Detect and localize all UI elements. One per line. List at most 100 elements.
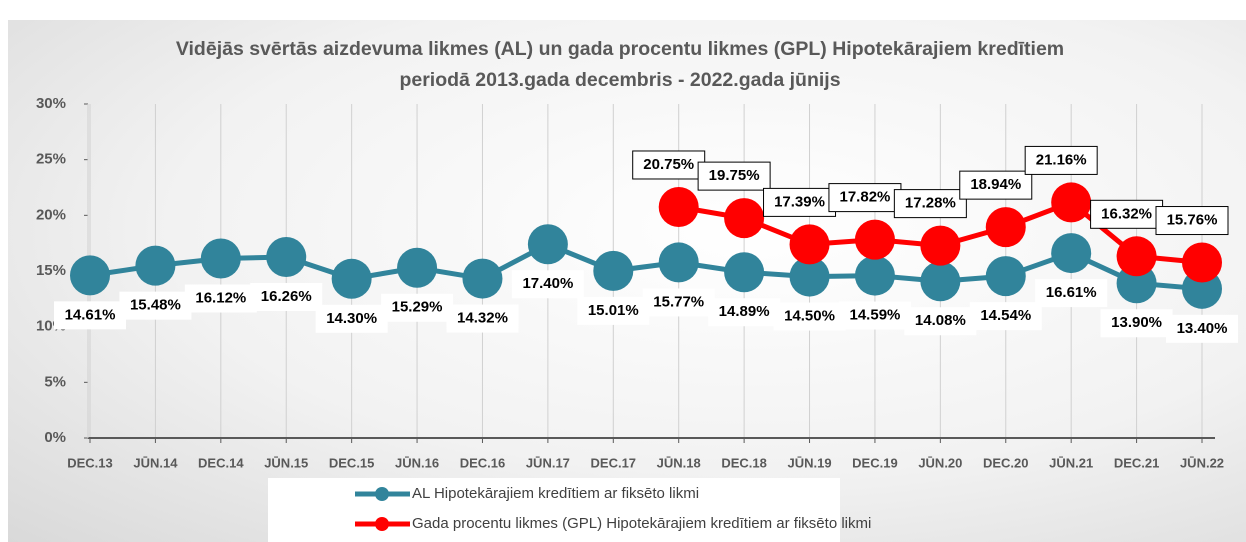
x-tick-label: DEC.13 bbox=[67, 455, 113, 470]
point bbox=[789, 224, 830, 265]
data-label: 16.32% bbox=[1101, 205, 1152, 222]
data-label-box bbox=[446, 304, 519, 333]
point bbox=[1182, 242, 1222, 283]
data-label: 16.26% bbox=[261, 288, 312, 305]
data-label: 14.61% bbox=[65, 306, 116, 323]
data-label: 16.61% bbox=[1046, 284, 1097, 301]
data-label: 15.76% bbox=[1167, 212, 1218, 229]
x-tick-label: JŪN.22 bbox=[1180, 455, 1224, 470]
point bbox=[985, 207, 1026, 248]
point bbox=[724, 198, 765, 239]
x-tick-label: DEC.21 bbox=[1114, 455, 1160, 470]
data-label-box bbox=[1155, 206, 1229, 236]
point bbox=[70, 255, 110, 296]
data-label-box bbox=[184, 284, 257, 313]
data-label-box bbox=[1166, 314, 1238, 343]
point bbox=[135, 245, 176, 286]
point bbox=[854, 219, 895, 260]
data-label-box bbox=[904, 307, 977, 336]
data-label-box bbox=[773, 302, 846, 331]
legend-marker bbox=[375, 487, 389, 501]
legend-box bbox=[268, 478, 840, 542]
data-label: 15.29% bbox=[392, 299, 443, 316]
x-tick-label: DEC.15 bbox=[329, 455, 375, 470]
x-tick-label: DEC.18 bbox=[721, 455, 767, 470]
x-tick-label: JŪN.14 bbox=[133, 455, 178, 470]
point bbox=[658, 186, 699, 227]
point bbox=[331, 258, 372, 299]
x-tick-label: JŪN.17 bbox=[526, 455, 570, 470]
data-label: 14.54% bbox=[980, 307, 1031, 324]
data-label: 21.16% bbox=[1036, 151, 1087, 168]
x-tick-label: JŪN.20 bbox=[918, 455, 962, 470]
x-tick-label: JŪN.18 bbox=[657, 455, 701, 470]
data-label: 14.89% bbox=[719, 303, 770, 320]
point bbox=[1051, 182, 1092, 223]
y-tick-label: 0% bbox=[44, 429, 66, 446]
data-label-box bbox=[381, 293, 454, 322]
data-label: 14.32% bbox=[457, 310, 508, 327]
data-label-box bbox=[697, 161, 771, 191]
data-label-box bbox=[1100, 309, 1173, 338]
data-label: 14.08% bbox=[915, 312, 966, 329]
data-label-box bbox=[119, 291, 192, 320]
point bbox=[266, 236, 307, 277]
point bbox=[789, 256, 830, 297]
data-label-box bbox=[763, 187, 837, 217]
data-label-box bbox=[969, 302, 1042, 331]
data-label: 14.50% bbox=[784, 308, 835, 325]
data-label-box bbox=[54, 301, 126, 330]
data-label-box bbox=[632, 150, 706, 180]
point bbox=[658, 242, 699, 283]
point bbox=[593, 250, 634, 291]
data-label-box bbox=[315, 304, 388, 333]
data-label-box bbox=[893, 189, 967, 219]
x-tick-label: DEC.20 bbox=[983, 455, 1029, 470]
x-tick-label: JŪN.16 bbox=[395, 455, 439, 470]
x-tick-label: DEC.19 bbox=[852, 455, 898, 470]
point bbox=[1051, 233, 1092, 274]
data-label-box bbox=[708, 298, 781, 327]
data-label: 15.01% bbox=[588, 302, 639, 319]
data-label-box bbox=[828, 183, 902, 213]
legend-label: AL Hipotekārajiem kredītiem ar fiksēto l… bbox=[412, 485, 699, 502]
data-label: 15.77% bbox=[653, 293, 704, 310]
x-tick-label: DEC.14 bbox=[198, 455, 244, 470]
data-label: 13.90% bbox=[1111, 314, 1162, 331]
point bbox=[527, 224, 568, 265]
data-label: 17.40% bbox=[522, 275, 573, 292]
data-label-box bbox=[511, 270, 584, 299]
point bbox=[920, 225, 961, 266]
data-label: 15.48% bbox=[130, 297, 181, 314]
x-tick-label: JŪN.15 bbox=[264, 455, 308, 470]
data-label-box bbox=[838, 301, 911, 330]
x-tick-label: DEC.16 bbox=[460, 455, 506, 470]
data-label: 17.28% bbox=[905, 195, 956, 212]
data-label-box bbox=[1024, 145, 1098, 175]
point bbox=[920, 261, 961, 302]
point bbox=[200, 238, 241, 279]
x-tick-label: DEC.17 bbox=[591, 455, 637, 470]
data-label-box bbox=[642, 288, 715, 317]
data-label-box bbox=[577, 296, 650, 325]
point bbox=[854, 255, 895, 296]
point bbox=[397, 247, 438, 288]
point bbox=[985, 256, 1026, 297]
data-label-box bbox=[250, 282, 323, 311]
chart-title: Vidējās svērtās aizdevuma likmes (AL) un… bbox=[175, 38, 1065, 91]
legend-label: Gada procentu likmes (GPL) Hipotekārajie… bbox=[412, 515, 871, 532]
data-label: 19.75% bbox=[709, 167, 760, 184]
point bbox=[724, 252, 765, 293]
data-label: 20.75% bbox=[643, 156, 694, 173]
y-tick-label: 25% bbox=[36, 151, 66, 168]
legend-marker bbox=[375, 517, 389, 531]
data-label-box bbox=[959, 170, 1033, 200]
y-tick-label: 5% bbox=[44, 373, 66, 390]
data-label: 16.12% bbox=[195, 289, 246, 306]
data-label: 13.40% bbox=[1177, 320, 1228, 337]
data-label: 14.30% bbox=[326, 310, 377, 327]
y-tick-label: 20% bbox=[36, 206, 66, 223]
data-label: 17.82% bbox=[840, 189, 891, 206]
